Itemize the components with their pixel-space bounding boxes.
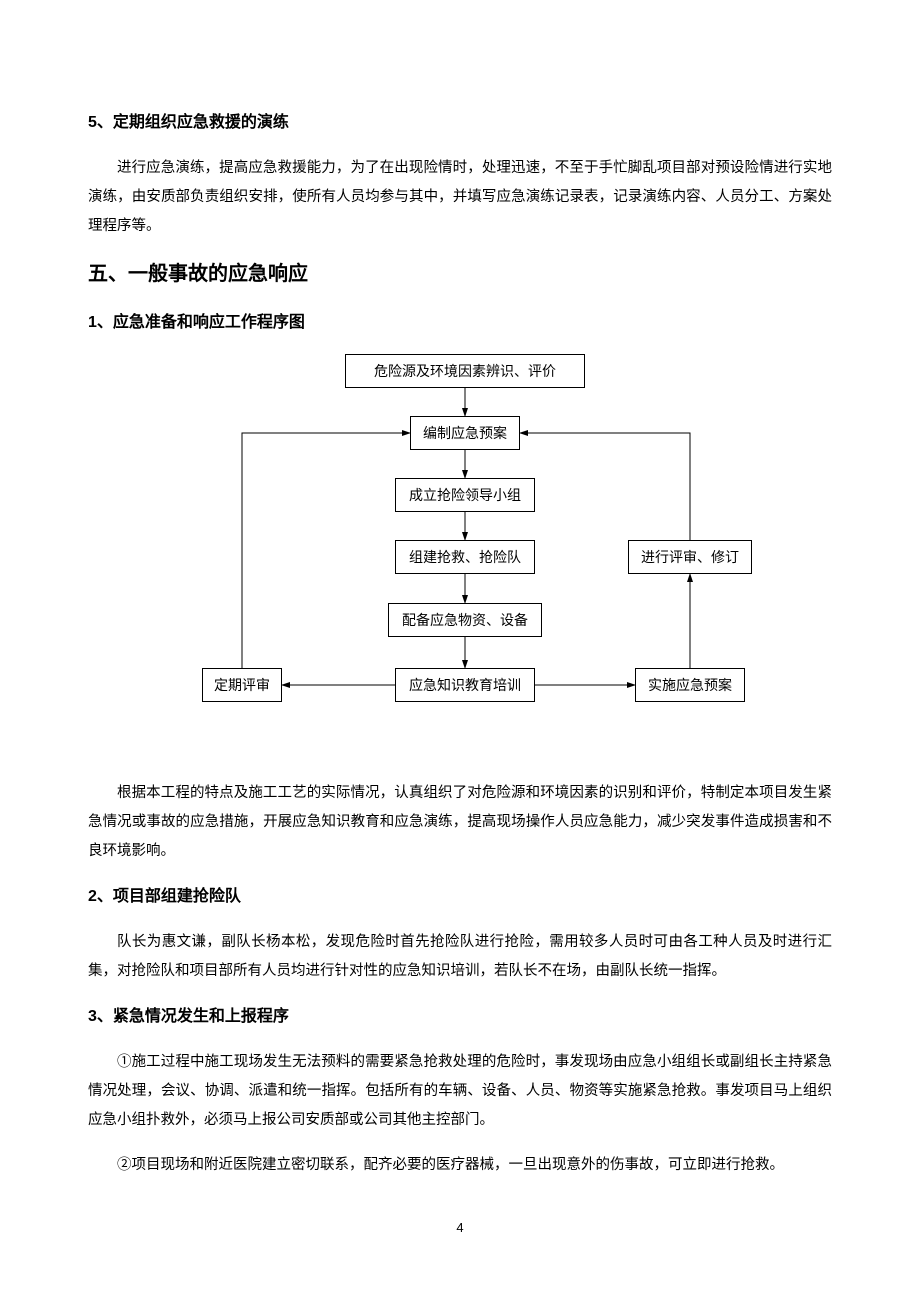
flowchart-node-6: 应急知识教育培训 <box>395 668 535 702</box>
flowchart-node-1: 危险源及环境因素辨识、评价 <box>345 354 585 388</box>
flowchart-node-7: 定期评审 <box>202 668 282 702</box>
flowchart-node-4: 组建抢救、抢险队 <box>395 540 535 574</box>
flowchart-node-3: 成立抢险领导小组 <box>395 478 535 512</box>
paragraph-sub-3-p1: ①施工过程中施工现场发生无法预料的需要紧急抢救处理的危险时，事发现场由应急小组组… <box>88 1048 832 1135</box>
paragraph-sub-3-p2: ②项目现场和附近医院建立密切联系，配齐必要的医疗器械，一旦出现意外的伤事故，可立… <box>88 1151 832 1180</box>
flowchart-node-9: 进行评审、修订 <box>628 540 752 574</box>
page-number: 4 <box>88 1220 832 1235</box>
heading-main-5: 五、一般事故的应急响应 <box>88 257 832 286</box>
paragraph-sub-1-after: 根据本工程的特点及施工工艺的实际情况，认真组织了对危险源和环境因素的识别和评价，… <box>88 779 832 866</box>
flowchart-container: 危险源及环境因素辨识、评价 编制应急预案 成立抢险领导小组 组建抢救、抢险队 配… <box>130 354 790 749</box>
flowchart-node-5: 配备应急物资、设备 <box>388 603 542 637</box>
paragraph-section-5-p1: 进行应急演练，提高应急救援能力，为了在出现险情时，处理迅速，不至于手忙脚乱项目部… <box>88 154 832 241</box>
paragraph-sub-2-p1: 队长为惠文谦，副队长杨本松，发现危险时首先抢险队进行抢险，需用较多人员时可由各工… <box>88 928 832 986</box>
flowchart-node-2: 编制应急预案 <box>410 416 520 450</box>
heading-sub-3: 3、紧急情况发生和上报程序 <box>88 1002 832 1026</box>
heading-section-5: 5、定期组织应急救援的演练 <box>88 108 832 132</box>
flowchart-node-8: 实施应急预案 <box>635 668 745 702</box>
heading-sub-1: 1、应急准备和响应工作程序图 <box>88 308 832 332</box>
heading-sub-2: 2、项目部组建抢险队 <box>88 882 832 906</box>
